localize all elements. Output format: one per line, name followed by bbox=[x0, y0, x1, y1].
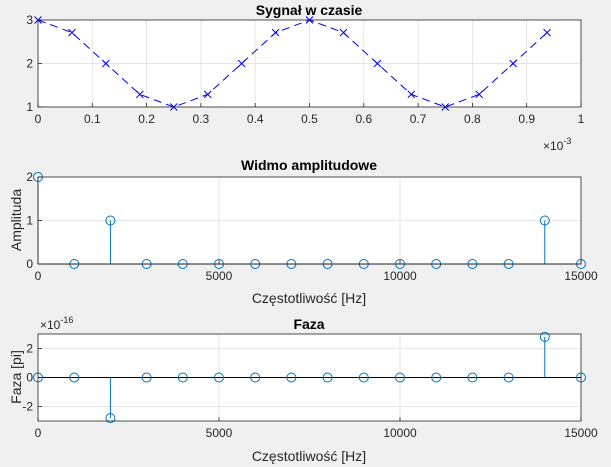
y-tick-label: 1 bbox=[26, 214, 33, 228]
y-tick-label: 2 bbox=[26, 57, 33, 71]
signal-point bbox=[68, 28, 76, 37]
signal-time-title: Sygnał w czasie bbox=[256, 2, 363, 18]
x-tick-label: 0.7 bbox=[410, 112, 427, 126]
signal-time-panel: Sygnał w czasie 0 0.1 0.2 0.3 0.4 0.5 0.6 0.7 0.… bbox=[26, 2, 584, 153]
x-tick-label: 15000 bbox=[564, 426, 598, 440]
stem-marker bbox=[539, 331, 550, 342]
phase-xlabel: Częstotliwość [Hz] bbox=[252, 448, 366, 464]
signal-point bbox=[407, 90, 416, 99]
x-tick-label: 0 bbox=[35, 112, 42, 126]
x-tick-label: 0.6 bbox=[355, 112, 372, 126]
x-tick-label: 0.8 bbox=[464, 112, 481, 126]
stem-marker bbox=[286, 372, 297, 383]
x-tick-label: 0 bbox=[35, 426, 42, 440]
x-tick-label: 5000 bbox=[206, 426, 233, 440]
y-tick-label: 2 bbox=[26, 342, 33, 356]
stem-marker bbox=[105, 413, 116, 424]
y-tick-label: 0 bbox=[26, 371, 33, 385]
stem-marker bbox=[539, 215, 550, 226]
amplitude-spectrum-panel: Widmo amplitudowe 0 5000 10000 15000 0 1 2 Czę… bbox=[8, 157, 598, 306]
y-tick-label: 1 bbox=[26, 100, 33, 114]
stem-marker bbox=[214, 372, 224, 383]
signal-point bbox=[373, 59, 382, 68]
x-tick-label: 1 bbox=[578, 112, 585, 126]
x-tick-label: 10000 bbox=[383, 426, 417, 440]
stem-marker bbox=[467, 372, 478, 383]
x-tick-label: 0 bbox=[35, 269, 42, 283]
stem-marker bbox=[141, 372, 152, 383]
stem-marker bbox=[503, 372, 514, 383]
amplitude-spectrum-xlabel: Częstotliwość [Hz] bbox=[252, 290, 366, 306]
stem-marker bbox=[69, 372, 80, 383]
phase-panel: Faza ×10-16 0 5000 10000 15000-202 Częstotl… bbox=[8, 315, 598, 464]
signal-point bbox=[475, 90, 484, 99]
amplitude-spectrum-title: Widmo amplitudowe bbox=[241, 157, 377, 173]
signal-point bbox=[203, 90, 212, 99]
phase-ylabel: Faza [pi] bbox=[8, 350, 24, 404]
y-tick-label: 0 bbox=[26, 257, 33, 271]
signal-time-x-exponent: ×10-3 bbox=[543, 136, 571, 153]
x-tick-label: 0.3 bbox=[193, 112, 210, 126]
x-tick-label: 0.9 bbox=[518, 112, 535, 126]
x-tick-label: 5000 bbox=[206, 269, 233, 283]
signal-point bbox=[271, 28, 280, 37]
amplitude-spectrum-ylabel: Amplituda bbox=[8, 189, 24, 251]
x-tick-label: 0.4 bbox=[247, 112, 264, 126]
y-tick-label: 3 bbox=[26, 13, 33, 27]
y-tick-label: 2 bbox=[26, 170, 33, 184]
stem-marker bbox=[358, 372, 369, 383]
phase-title: Faza bbox=[293, 316, 324, 332]
signal-point bbox=[135, 90, 144, 99]
stem-marker bbox=[431, 372, 442, 383]
stem-marker bbox=[250, 372, 261, 383]
signal-point bbox=[543, 28, 551, 37]
x-tick-label: 0.2 bbox=[138, 112, 155, 126]
x-tick-label: 15000 bbox=[564, 269, 598, 283]
phase-y-exponent: ×10-16 bbox=[40, 315, 73, 332]
signal-point bbox=[102, 59, 110, 68]
stem-marker bbox=[395, 372, 405, 383]
stem-marker bbox=[322, 372, 333, 383]
signal-point bbox=[509, 59, 517, 68]
signal-line bbox=[37, 19, 548, 108]
y-tick-label: -2 bbox=[22, 400, 33, 414]
signal-point bbox=[237, 59, 246, 68]
stem-marker bbox=[177, 372, 188, 383]
stem-marker bbox=[105, 215, 116, 226]
x-tick-label: 0.1 bbox=[84, 112, 101, 126]
x-tick-label: 0.5 bbox=[301, 112, 318, 126]
x-tick-label: 10000 bbox=[383, 269, 417, 283]
signal-point bbox=[339, 28, 348, 37]
